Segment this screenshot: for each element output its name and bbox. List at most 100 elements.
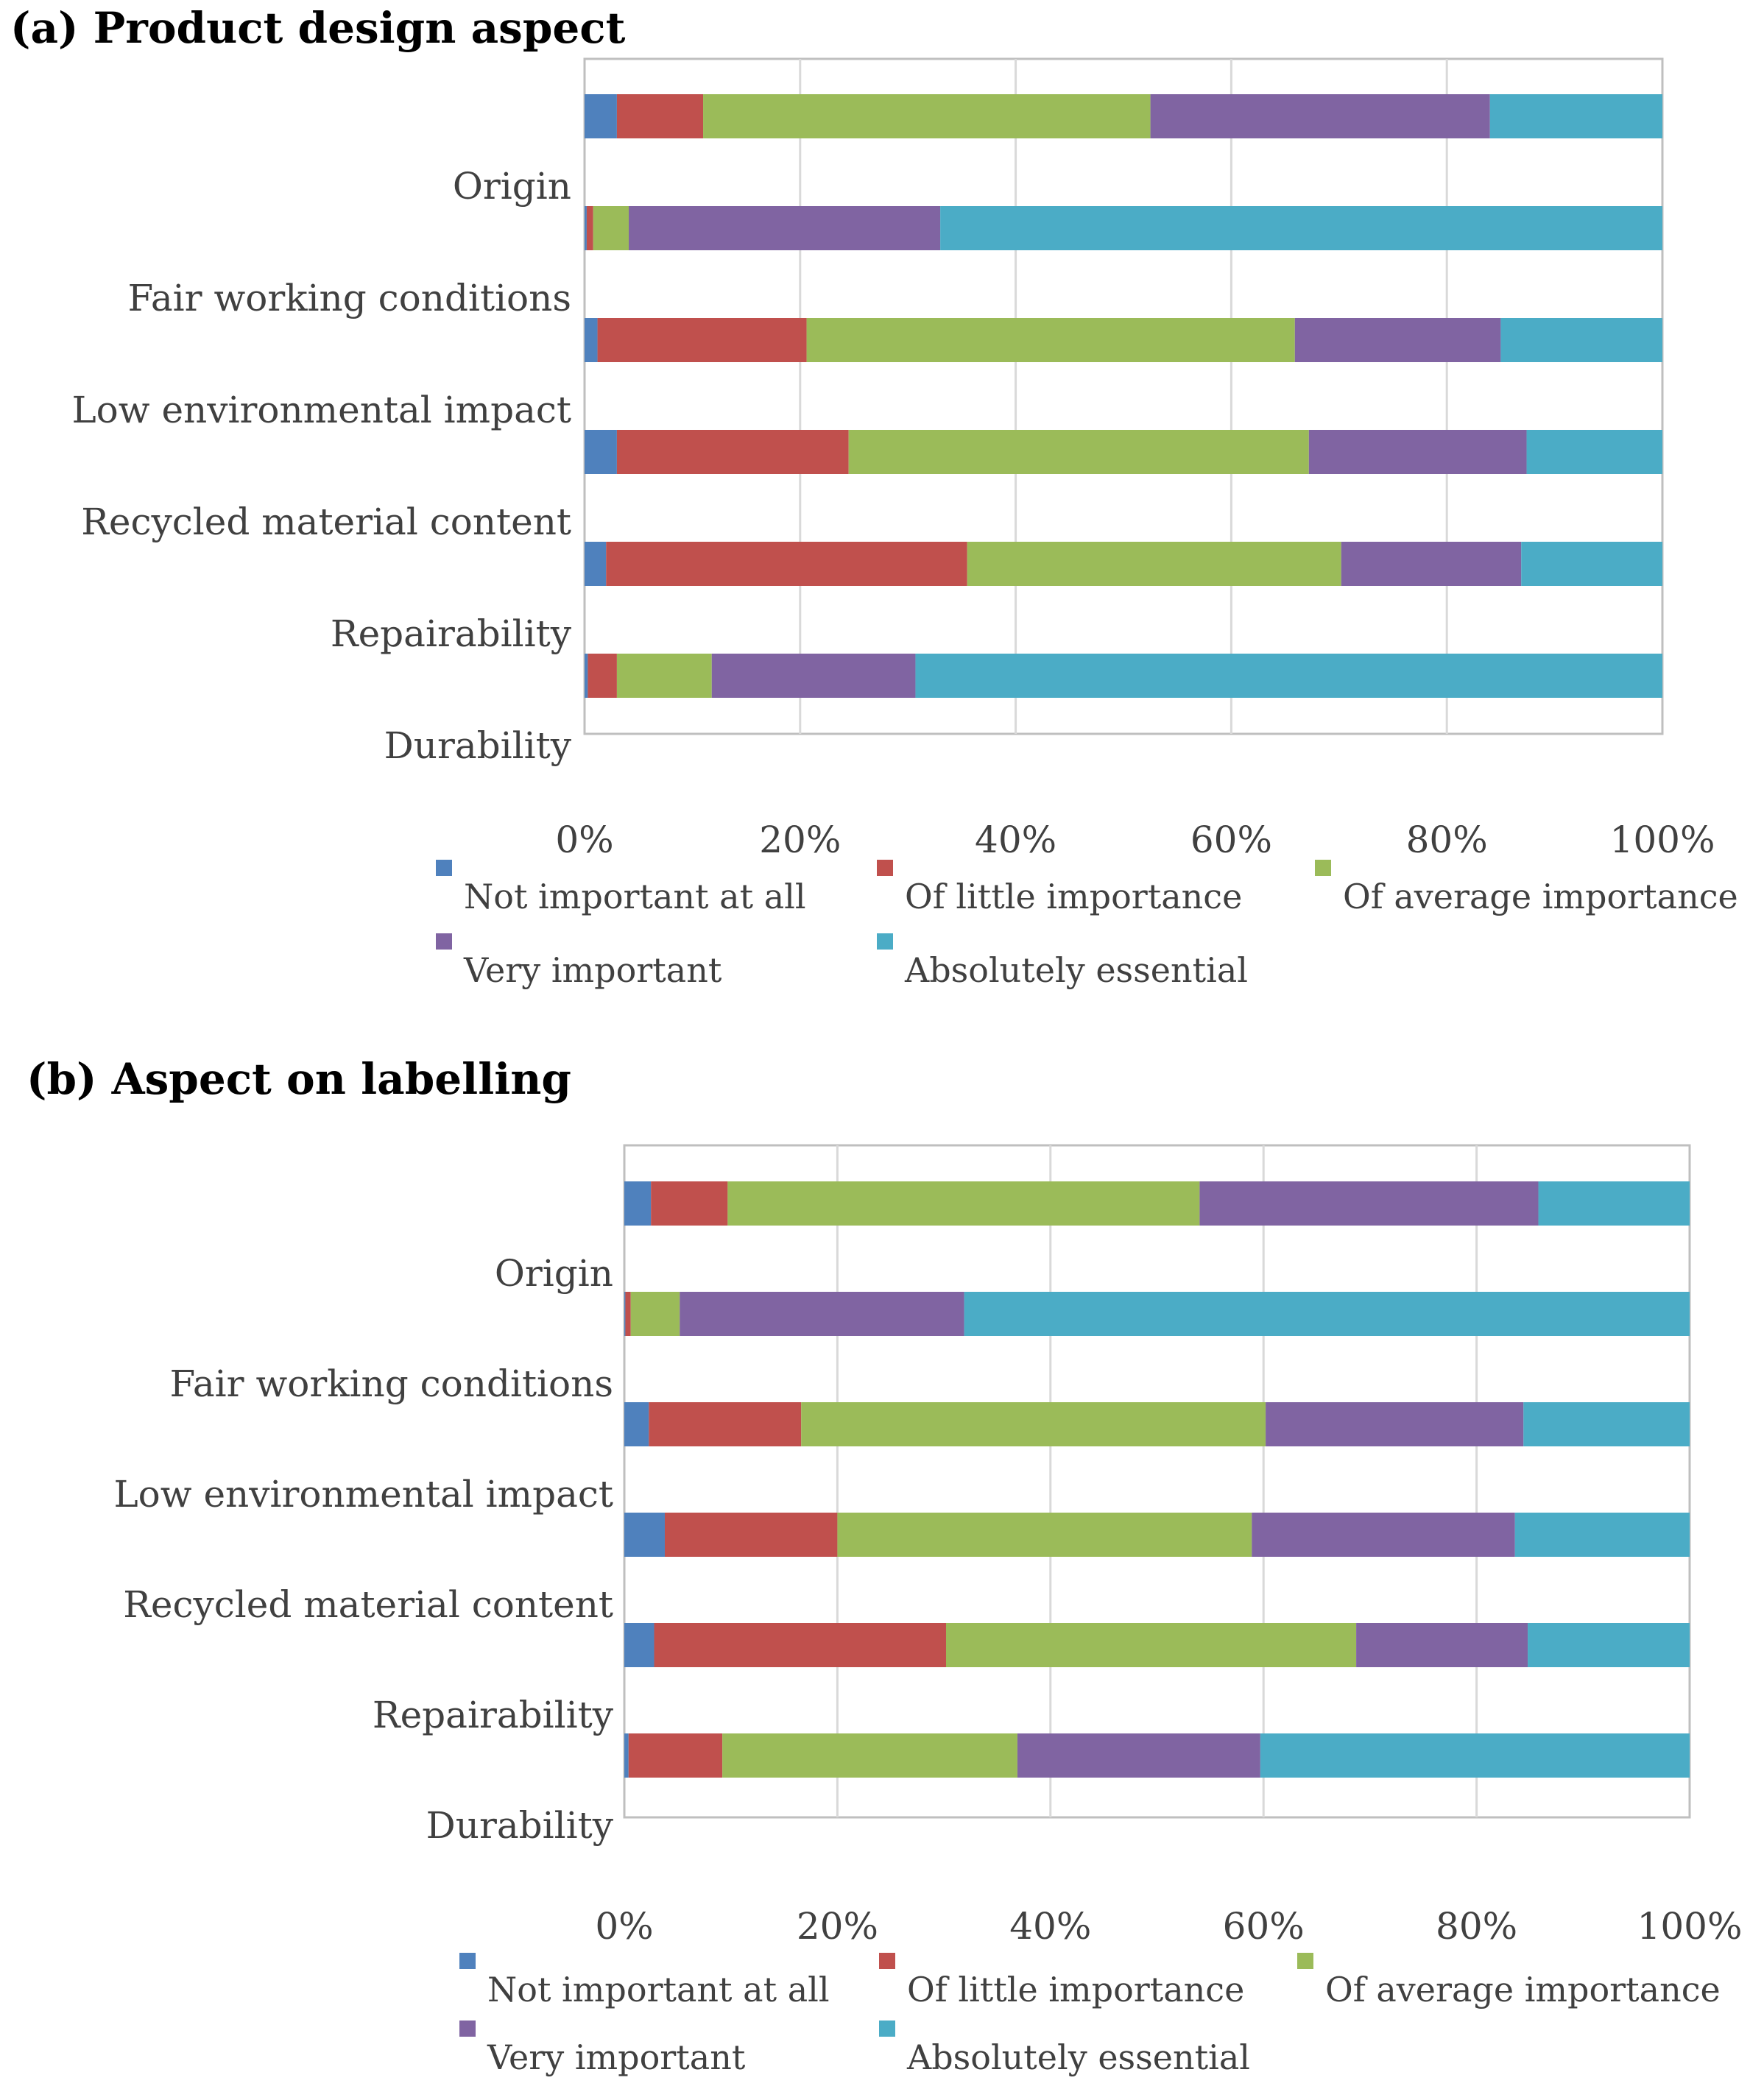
legend-swatch-of-average-importance	[1315, 860, 1331, 876]
legend-label-absolutely-essential: Absolutely essential	[904, 950, 1248, 990]
plot-area-border	[623, 1144, 1691, 1819]
legend-label-of-average-importance: Of average importance	[1325, 1970, 1721, 2009]
legend-label-of-little-importance: Of little importance	[905, 877, 1242, 916]
bar-of-average-importance-fair-working-conditions	[593, 206, 629, 250]
legend-label-of-little-importance: Of little importance	[907, 1970, 1244, 2009]
x-tick-label: 40%	[975, 819, 1056, 861]
bar-absolutely-essential-low-environmental-impact	[1523, 1402, 1690, 1446]
category-label-low-environmental-impact: Low environmental impact	[71, 389, 571, 431]
bar-very-important-repairability	[1341, 542, 1522, 586]
bar-of-average-importance-repairability	[945, 1623, 1357, 1667]
category-label-origin: Origin	[495, 1252, 613, 1295]
bar-of-average-importance-origin	[727, 1181, 1200, 1226]
bar-of-average-importance-low-environmental-impact	[806, 318, 1295, 362]
x-tick-label: 60%	[1223, 1905, 1305, 1948]
x-tick-label: 20%	[759, 819, 841, 861]
category-label-recycled-material-content: Recycled material content	[123, 1583, 613, 1626]
bar-not-important-at-all-low-environmental-impact	[624, 1402, 649, 1446]
legend-label-not-important-at-all: Not important at all	[464, 877, 806, 916]
legend-swatch-absolutely-essential	[877, 933, 893, 950]
bar-of-average-importance-durability	[722, 1733, 1017, 1778]
bar-not-important-at-all-repairability	[624, 1623, 655, 1667]
bar-of-average-importance-recycled-material-content	[848, 430, 1309, 474]
bar-very-important-origin	[1199, 1181, 1539, 1226]
bar-of-average-importance-origin	[703, 94, 1151, 138]
x-tick-label: 40%	[1009, 1905, 1091, 1948]
category-label-repairability: Repairability	[331, 612, 572, 655]
bar-not-important-at-all-fair-working-conditions	[585, 206, 587, 250]
legend-swatch-of-average-importance	[1297, 1953, 1313, 1969]
bar-of-little-importance-durability	[628, 1733, 723, 1778]
bar-absolutely-essential-fair-working-conditions	[940, 206, 1662, 250]
legend-swatch-absolutely-essential	[879, 2021, 895, 2037]
bar-of-little-importance-low-environmental-impact	[597, 318, 807, 362]
legend-label-of-average-importance: Of average importance	[1343, 877, 1738, 916]
bar-very-important-low-environmental-impact	[1266, 1402, 1524, 1446]
bar-of-little-importance-fair-working-conditions	[625, 1292, 631, 1336]
legend-swatch-of-little-importance	[879, 1953, 895, 1969]
legend-label-very-important: Very important	[463, 950, 722, 990]
bar-not-important-at-all-recycled-material-content	[585, 430, 617, 474]
x-tick-label: 80%	[1406, 819, 1488, 861]
bar-not-important-at-all-durability	[624, 1733, 629, 1778]
bar-of-little-importance-fair-working-conditions	[586, 206, 593, 250]
bar-of-little-importance-low-environmental-impact	[649, 1402, 802, 1446]
category-label-fair-working-conditions: Fair working conditions	[128, 277, 571, 319]
bar-of-average-importance-fair-working-conditions	[630, 1292, 680, 1336]
bar-very-important-low-environmental-impact	[1294, 318, 1501, 362]
chart-b-title: (b) Aspect on labelling	[27, 1054, 571, 1104]
bar-not-important-at-all-durability	[585, 654, 588, 698]
legend-swatch-not-important-at-all	[436, 860, 452, 876]
category-label-fair-working-conditions: Fair working conditions	[170, 1362, 613, 1405]
x-tick-label: 100%	[1610, 819, 1715, 861]
bar-very-important-fair-working-conditions	[680, 1292, 964, 1336]
bar-of-average-importance-recycled-material-content	[837, 1513, 1252, 1557]
bar-of-little-importance-repairability	[654, 1623, 946, 1667]
bar-not-important-at-all-origin	[624, 1181, 652, 1226]
category-label-low-environmental-impact: Low environmental impact	[113, 1473, 613, 1516]
bar-of-average-importance-durability	[616, 654, 712, 698]
bar-absolutely-essential-durability	[1260, 1733, 1690, 1778]
bar-of-little-importance-recycled-material-content	[664, 1513, 838, 1557]
bar-of-little-importance-repairability	[606, 542, 967, 586]
bar-absolutely-essential-fair-working-conditions	[964, 1292, 1690, 1336]
bar-very-important-origin	[1150, 94, 1490, 138]
bar-very-important-recycled-material-content	[1252, 1513, 1515, 1557]
chart-a-title: (a) Product design aspect	[10, 3, 626, 53]
bar-absolutely-essential-low-environmental-impact	[1500, 318, 1662, 362]
legend-label-not-important-at-all: Not important at all	[487, 1970, 830, 2009]
bar-not-important-at-all-recycled-material-content	[624, 1513, 665, 1557]
bar-not-important-at-all-fair-working-conditions	[624, 1292, 626, 1336]
x-tick-label: 20%	[797, 1905, 878, 1948]
legend-swatch-very-important	[436, 933, 452, 950]
category-label-durability: Durability	[384, 724, 572, 767]
bar-absolutely-essential-recycled-material-content	[1526, 430, 1662, 474]
x-tick-label: 100%	[1637, 1905, 1743, 1948]
bar-absolutely-essential-recycled-material-content	[1514, 1513, 1690, 1557]
x-tick-label: 0%	[555, 819, 613, 861]
bar-not-important-at-all-low-environmental-impact	[585, 318, 598, 362]
category-label-repairability: Repairability	[373, 1694, 614, 1736]
legend-swatch-not-important-at-all	[459, 1953, 476, 1969]
bar-of-little-importance-durability	[588, 654, 617, 698]
x-tick-label: 0%	[595, 1905, 653, 1948]
bar-not-important-at-all-origin	[585, 94, 617, 138]
bar-not-important-at-all-repairability	[585, 542, 607, 586]
bar-very-important-durability	[1017, 1733, 1260, 1778]
category-label-origin: Origin	[453, 165, 571, 208]
category-label-recycled-material-content: Recycled material content	[81, 501, 571, 543]
bar-absolutely-essential-origin	[1538, 1181, 1690, 1226]
legend-label-absolutely-essential: Absolutely essential	[906, 2037, 1250, 2077]
bar-absolutely-essential-repairability	[1521, 542, 1662, 586]
bar-absolutely-essential-origin	[1489, 94, 1662, 138]
x-tick-label: 60%	[1190, 819, 1272, 861]
bar-of-little-importance-origin	[616, 94, 704, 138]
bar-of-average-importance-low-environmental-impact	[801, 1402, 1266, 1446]
x-tick-label: 80%	[1436, 1905, 1517, 1948]
legend-swatch-very-important	[459, 2021, 476, 2037]
category-label-durability: Durability	[426, 1804, 614, 1847]
bar-very-important-durability	[711, 654, 916, 698]
bar-very-important-fair-working-conditions	[629, 206, 941, 250]
bar-absolutely-essential-repairability	[1528, 1623, 1690, 1667]
